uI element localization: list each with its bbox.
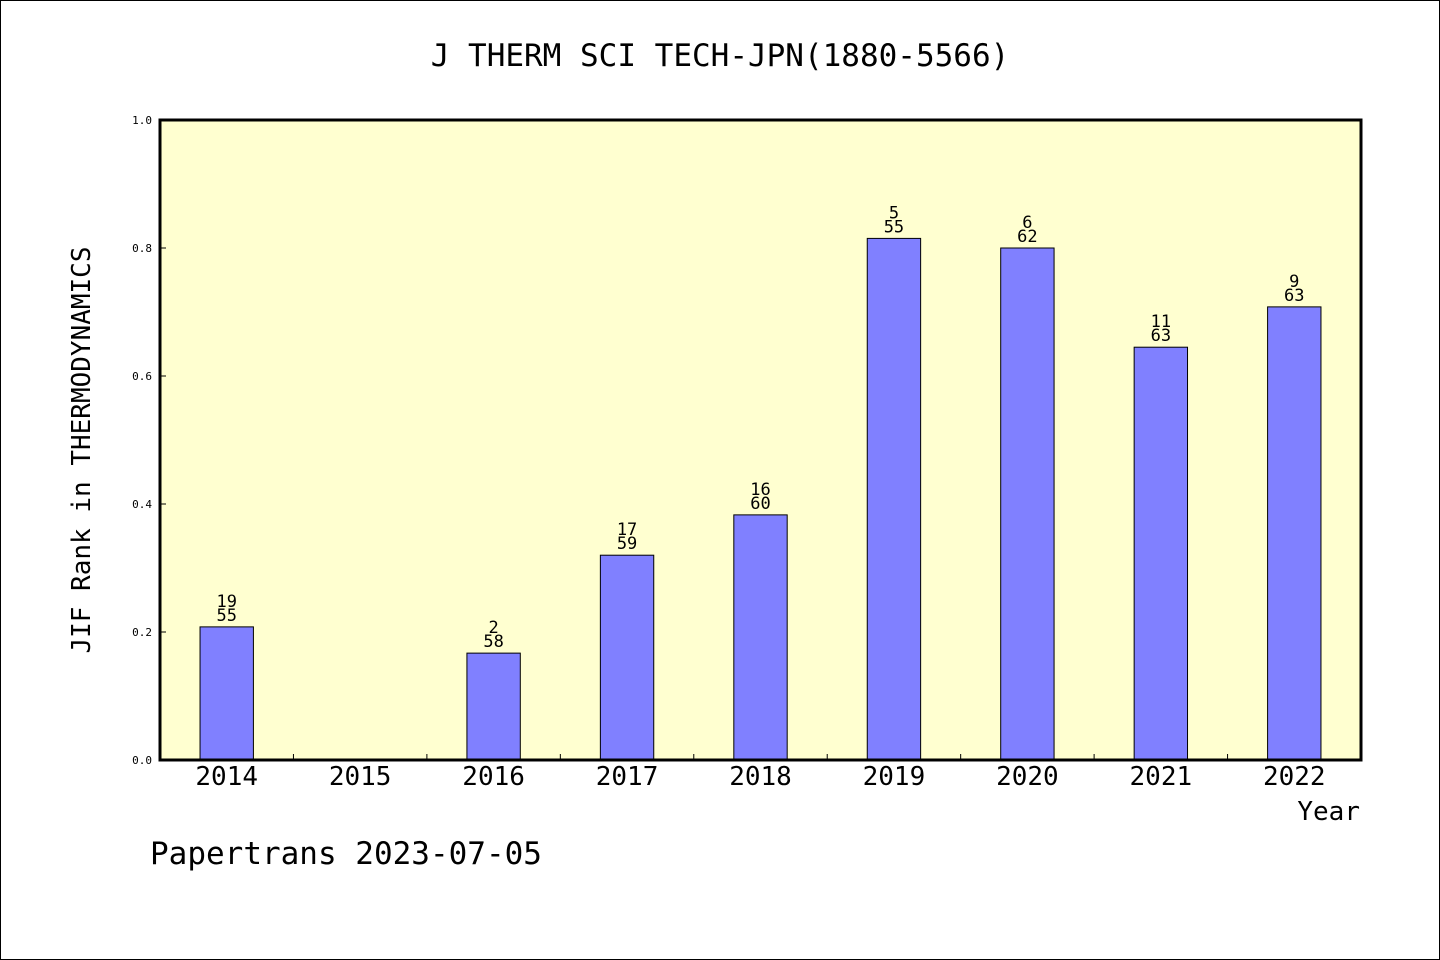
bar-2021 [1133, 346, 1189, 761]
x-tick-label: 2017 [596, 762, 659, 792]
bar-rank-label: 19 [216, 592, 236, 612]
bar-total-label: 55 [884, 217, 904, 237]
x-tick-label: 2018 [729, 762, 792, 792]
bar-2014 [199, 626, 254, 761]
bar-rank-label: 11 [1151, 312, 1171, 332]
bars-group [199, 237, 1322, 761]
bar-rank-label: 6 [1022, 213, 1032, 233]
x-tick-label: 2022 [1263, 762, 1326, 792]
bar-total-label: 55 [216, 606, 236, 626]
y-tick-label: 0.4 [132, 498, 152, 511]
y-tick-label: 0.6 [132, 370, 152, 383]
bar-2020 [1000, 247, 1055, 761]
chart-title: J THERM SCI TECH-JPN(1880-5566) [431, 38, 1010, 74]
bar-total-label: 59 [617, 534, 637, 554]
plot-border [158, 118, 1363, 762]
bar-rank-label: 5 [889, 203, 899, 223]
x-tick-label: 2020 [996, 762, 1059, 792]
x-tick-label: 2021 [1130, 762, 1193, 792]
x-tick-label: 2019 [863, 762, 926, 792]
bar-total-label: 60 [750, 494, 770, 514]
x-axis-label: Year [1297, 797, 1360, 827]
x-tick-label: 2014 [195, 762, 258, 792]
x-axis: 2014 2015 2016 2017 2018 2019 2020 2021 2022 [195, 754, 1326, 792]
y-axis-label: JIF Rank in THERMODYNAMICS [67, 247, 97, 654]
y-axis: 0.0 0.2 0.4 0.6 0.8 1.0 [132, 114, 166, 767]
bar-rank-label: 9 [1289, 272, 1299, 292]
x-tick-label: 2016 [462, 762, 525, 792]
bar-2016 [466, 652, 521, 761]
bar-total-label: 62 [1017, 227, 1037, 247]
bar-2018 [733, 514, 788, 761]
footer-credit: Papertrans 2023-07-05 [150, 836, 542, 872]
y-tick-label: 1.0 [132, 114, 152, 127]
y-tick-label: 0.8 [132, 242, 152, 255]
bar-2022 [1267, 306, 1322, 761]
bar-rank-label: 16 [750, 480, 770, 500]
bar-2017 [599, 554, 655, 761]
bar-total-label: 63 [1284, 286, 1304, 306]
x-tick-label: 2015 [329, 762, 392, 792]
bar-total-label: 58 [483, 632, 503, 652]
bar-2019 [866, 237, 922, 761]
y-tick-label: 0.2 [132, 626, 152, 639]
y-tick-label: 0.0 [132, 754, 152, 767]
bar-rank-label: 2 [488, 618, 498, 638]
bar-total-label: 63 [1151, 326, 1171, 346]
bar-rank-label: 17 [617, 520, 637, 540]
